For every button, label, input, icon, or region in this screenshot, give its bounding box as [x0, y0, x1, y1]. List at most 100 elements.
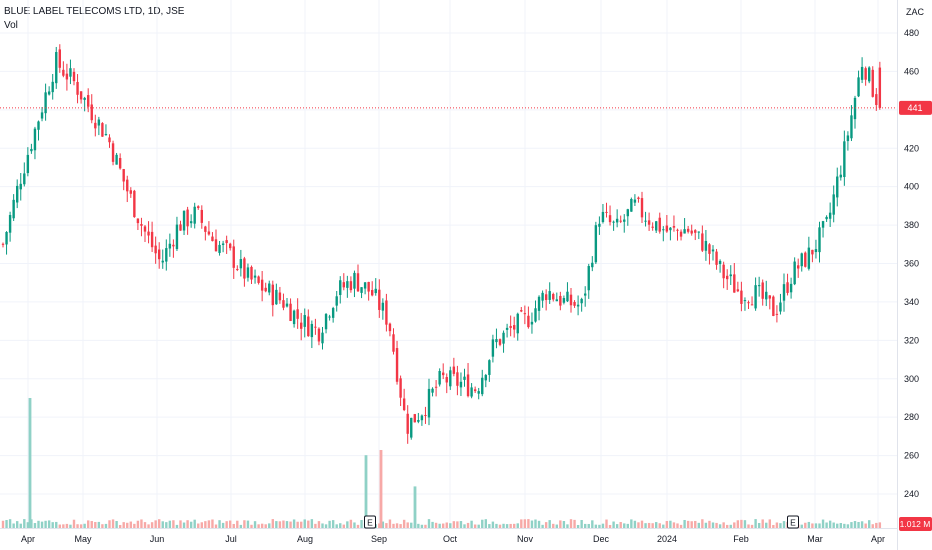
- volume-bar: [65, 523, 69, 528]
- candle-body: [214, 239, 218, 252]
- candle-body: [623, 219, 626, 222]
- volume-bar: [718, 524, 722, 528]
- volume-bar: [339, 523, 342, 528]
- volume-bar: [26, 522, 30, 528]
- volume-bar: [310, 519, 314, 528]
- candle-body: [807, 247, 811, 269]
- candle: [275, 283, 278, 305]
- volume-bar: [513, 523, 516, 528]
- candle: [225, 235, 228, 254]
- symbol-title[interactable]: BLUE LABEL TELECOMS LTD, 1D, JSE: [4, 6, 185, 17]
- candle: [843, 130, 846, 186]
- candle-body: [420, 415, 424, 421]
- candle: [250, 265, 253, 284]
- volume-bar: [420, 524, 424, 528]
- earnings-marker[interactable]: E: [364, 515, 376, 529]
- candle-body: [371, 290, 374, 296]
- volume-bar: [186, 520, 189, 528]
- candle-body: [850, 115, 853, 139]
- volume-bar: [775, 522, 779, 528]
- candle-body: [5, 231, 8, 245]
- volume-bar: [853, 521, 857, 528]
- candle: [715, 248, 718, 270]
- candle-body: [346, 281, 349, 288]
- candle: [640, 191, 644, 223]
- candle-body: [257, 276, 260, 283]
- candle-body: [158, 249, 161, 260]
- candle-body: [55, 52, 58, 84]
- candle-body: [484, 375, 487, 381]
- candle-body: [236, 268, 239, 270]
- volume-bar: [555, 524, 558, 528]
- candle-body: [690, 230, 693, 234]
- candle-body: [584, 293, 587, 296]
- candle-body: [328, 316, 331, 318]
- volume-label[interactable]: Vol: [4, 20, 18, 31]
- candle-body: [434, 386, 438, 388]
- candle-body: [197, 206, 200, 209]
- volume-bar: [562, 521, 566, 528]
- volume-bar: [158, 519, 161, 528]
- volume-bar: [317, 521, 321, 528]
- candle-body: [857, 77, 860, 97]
- candle: [161, 249, 164, 269]
- candle: [97, 116, 101, 136]
- candle-body: [72, 71, 76, 82]
- candle-body: [509, 325, 512, 328]
- candle: [257, 275, 260, 285]
- candle-body: [424, 415, 427, 417]
- volume-bar: [378, 523, 381, 528]
- volume-bar: [637, 522, 640, 528]
- candle-body: [243, 258, 246, 279]
- volume-bar: [69, 524, 72, 528]
- candle-body: [179, 224, 182, 231]
- candle-body: [619, 220, 622, 222]
- volume-bar: [402, 519, 406, 528]
- candle-body: [33, 128, 37, 151]
- volume-bar: [743, 520, 747, 528]
- candle: [477, 387, 480, 400]
- volume-bar: [214, 524, 218, 528]
- candle: [495, 328, 498, 349]
- candle-body: [761, 282, 764, 299]
- earnings-marker[interactable]: E: [787, 515, 799, 529]
- time-tick-label: 2024: [657, 534, 677, 544]
- candle: [527, 306, 530, 329]
- volume-bar: [530, 520, 534, 528]
- volume-spike-bar: [379, 450, 383, 528]
- candle: [445, 373, 448, 394]
- candle: [434, 380, 438, 397]
- candle: [782, 273, 786, 312]
- candle: [530, 312, 534, 334]
- candle: [395, 340, 399, 385]
- volume-bar: [406, 522, 409, 528]
- candle: [367, 281, 370, 301]
- candle: [285, 297, 289, 308]
- candle: [328, 314, 331, 321]
- candle: [79, 91, 83, 104]
- candle-body: [548, 291, 551, 300]
- volume-bar: [140, 519, 143, 528]
- candle: [335, 290, 338, 312]
- candle-body: [278, 292, 282, 301]
- volume-bar: [804, 522, 807, 528]
- candle: [420, 414, 424, 426]
- candle: [665, 215, 669, 233]
- volume-bar: [204, 521, 207, 528]
- candle-body: [449, 370, 452, 387]
- candle-body: [658, 217, 661, 232]
- candle: [292, 309, 296, 328]
- volume-bar: [534, 519, 537, 528]
- candle: [385, 293, 388, 332]
- candle-body: [40, 112, 44, 119]
- volume-bar: [307, 520, 310, 528]
- candle-body: [335, 296, 338, 306]
- candle: [182, 210, 186, 235]
- volume-bar: [381, 521, 385, 528]
- candle-body: [101, 123, 104, 137]
- candle-body: [399, 378, 402, 398]
- candle: [16, 179, 19, 209]
- candle: [626, 208, 629, 226]
- candle-body: [374, 288, 377, 294]
